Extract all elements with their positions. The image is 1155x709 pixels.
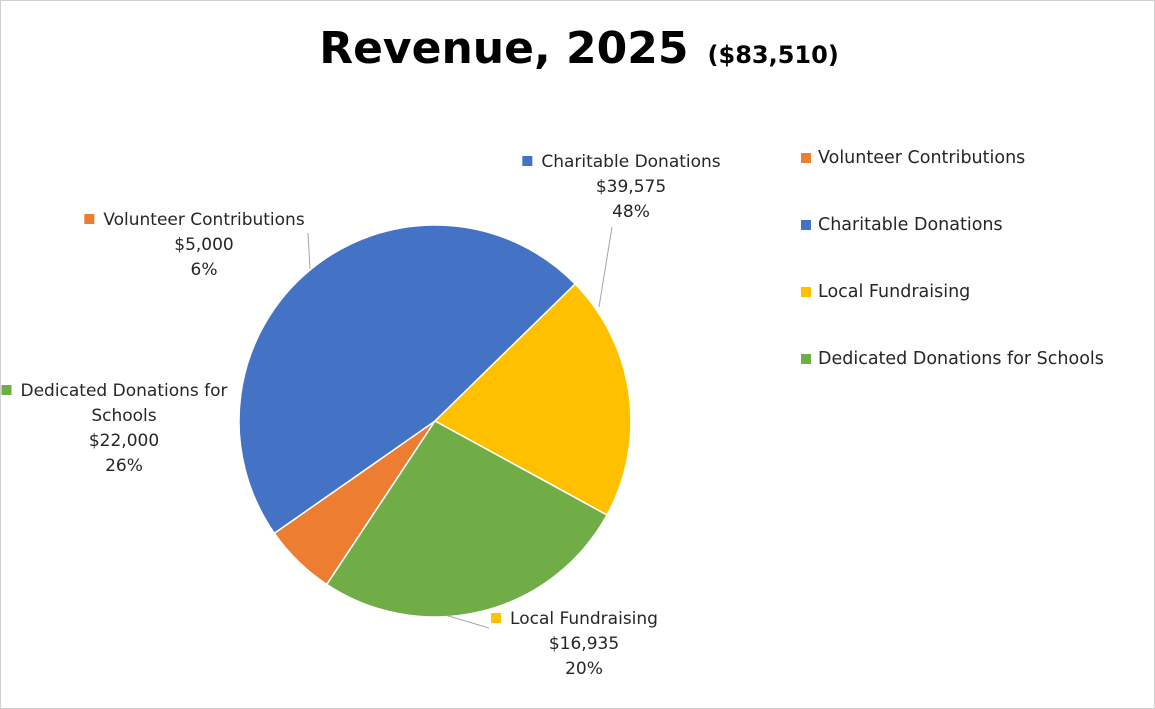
chart-subtitle: ($83,510) xyxy=(708,41,839,69)
leader-line-local-fundraising xyxy=(444,614,490,629)
pie-slice-dedicated-donations-for-schools xyxy=(325,420,608,618)
pie-slice-local-fundraising xyxy=(433,282,632,517)
data-label-percent-charitable-donations: 48% xyxy=(612,202,650,222)
data-label-name-charitable-donations: Charitable Donations xyxy=(541,152,720,172)
pie-slices xyxy=(238,224,632,618)
data-labels: Volunteer Contributions $5,000 6% Charitabl… xyxy=(1,152,721,679)
data-label-percent-dedicated-donations-for-schools: 26% xyxy=(105,456,143,476)
data-label-value-dedicated-donations-for-schools: $22,000 xyxy=(89,431,159,451)
data-label-marker-charitable-donations xyxy=(522,156,533,166)
leader-lines xyxy=(307,226,613,629)
data-label-name-volunteer-contributions: Volunteer Contributions xyxy=(103,210,305,230)
chart-title: Revenue, 2025 xyxy=(319,23,688,74)
legend-swatch-local-fundraising xyxy=(801,287,811,297)
data-label-marker-local-fundraising xyxy=(491,613,502,623)
pie-slice-charitable-donations xyxy=(238,224,577,535)
data-label-percent-volunteer-contributions: 6% xyxy=(191,260,218,280)
data-label-marker-dedicated-donations-for-schools xyxy=(1,385,12,395)
legend: Volunteer Contributions Charitable Donati… xyxy=(801,148,1104,369)
data-label-value-local-fundraising: $16,935 xyxy=(549,634,619,654)
leader-line-charitable-donations xyxy=(598,226,613,308)
data-label-name-local-fundraising: Local Fundraising xyxy=(510,609,658,629)
chart-title-group: Revenue, 2025 ($83,510) xyxy=(319,23,839,74)
legend-label-dedicated-donations-for-schools: Dedicated Donations for Schools xyxy=(818,349,1104,369)
legend-swatch-charitable-donations xyxy=(801,220,811,230)
data-label-percent-local-fundraising: 20% xyxy=(565,659,603,679)
data-label-value-charitable-donations: $39,575 xyxy=(596,177,666,197)
legend-label-local-fundraising: Local Fundraising xyxy=(818,282,970,302)
leader-line-volunteer-contributions xyxy=(307,232,311,270)
data-label-name-dedicated-donations-for-schools: Dedicated Donations for xyxy=(20,381,227,401)
legend-label-volunteer-contributions: Volunteer Contributions xyxy=(818,148,1025,168)
data-label-marker-volunteer-contributions xyxy=(84,214,95,224)
data-label-value-volunteer-contributions: $5,000 xyxy=(174,235,233,255)
legend-swatch-dedicated-donations-for-schools xyxy=(801,354,811,364)
legend-label-charitable-donations: Charitable Donations xyxy=(818,215,1003,235)
data-label-name-dedicated-donations-for-schools: Schools xyxy=(91,406,156,426)
legend-swatch-volunteer-contributions xyxy=(801,153,811,163)
